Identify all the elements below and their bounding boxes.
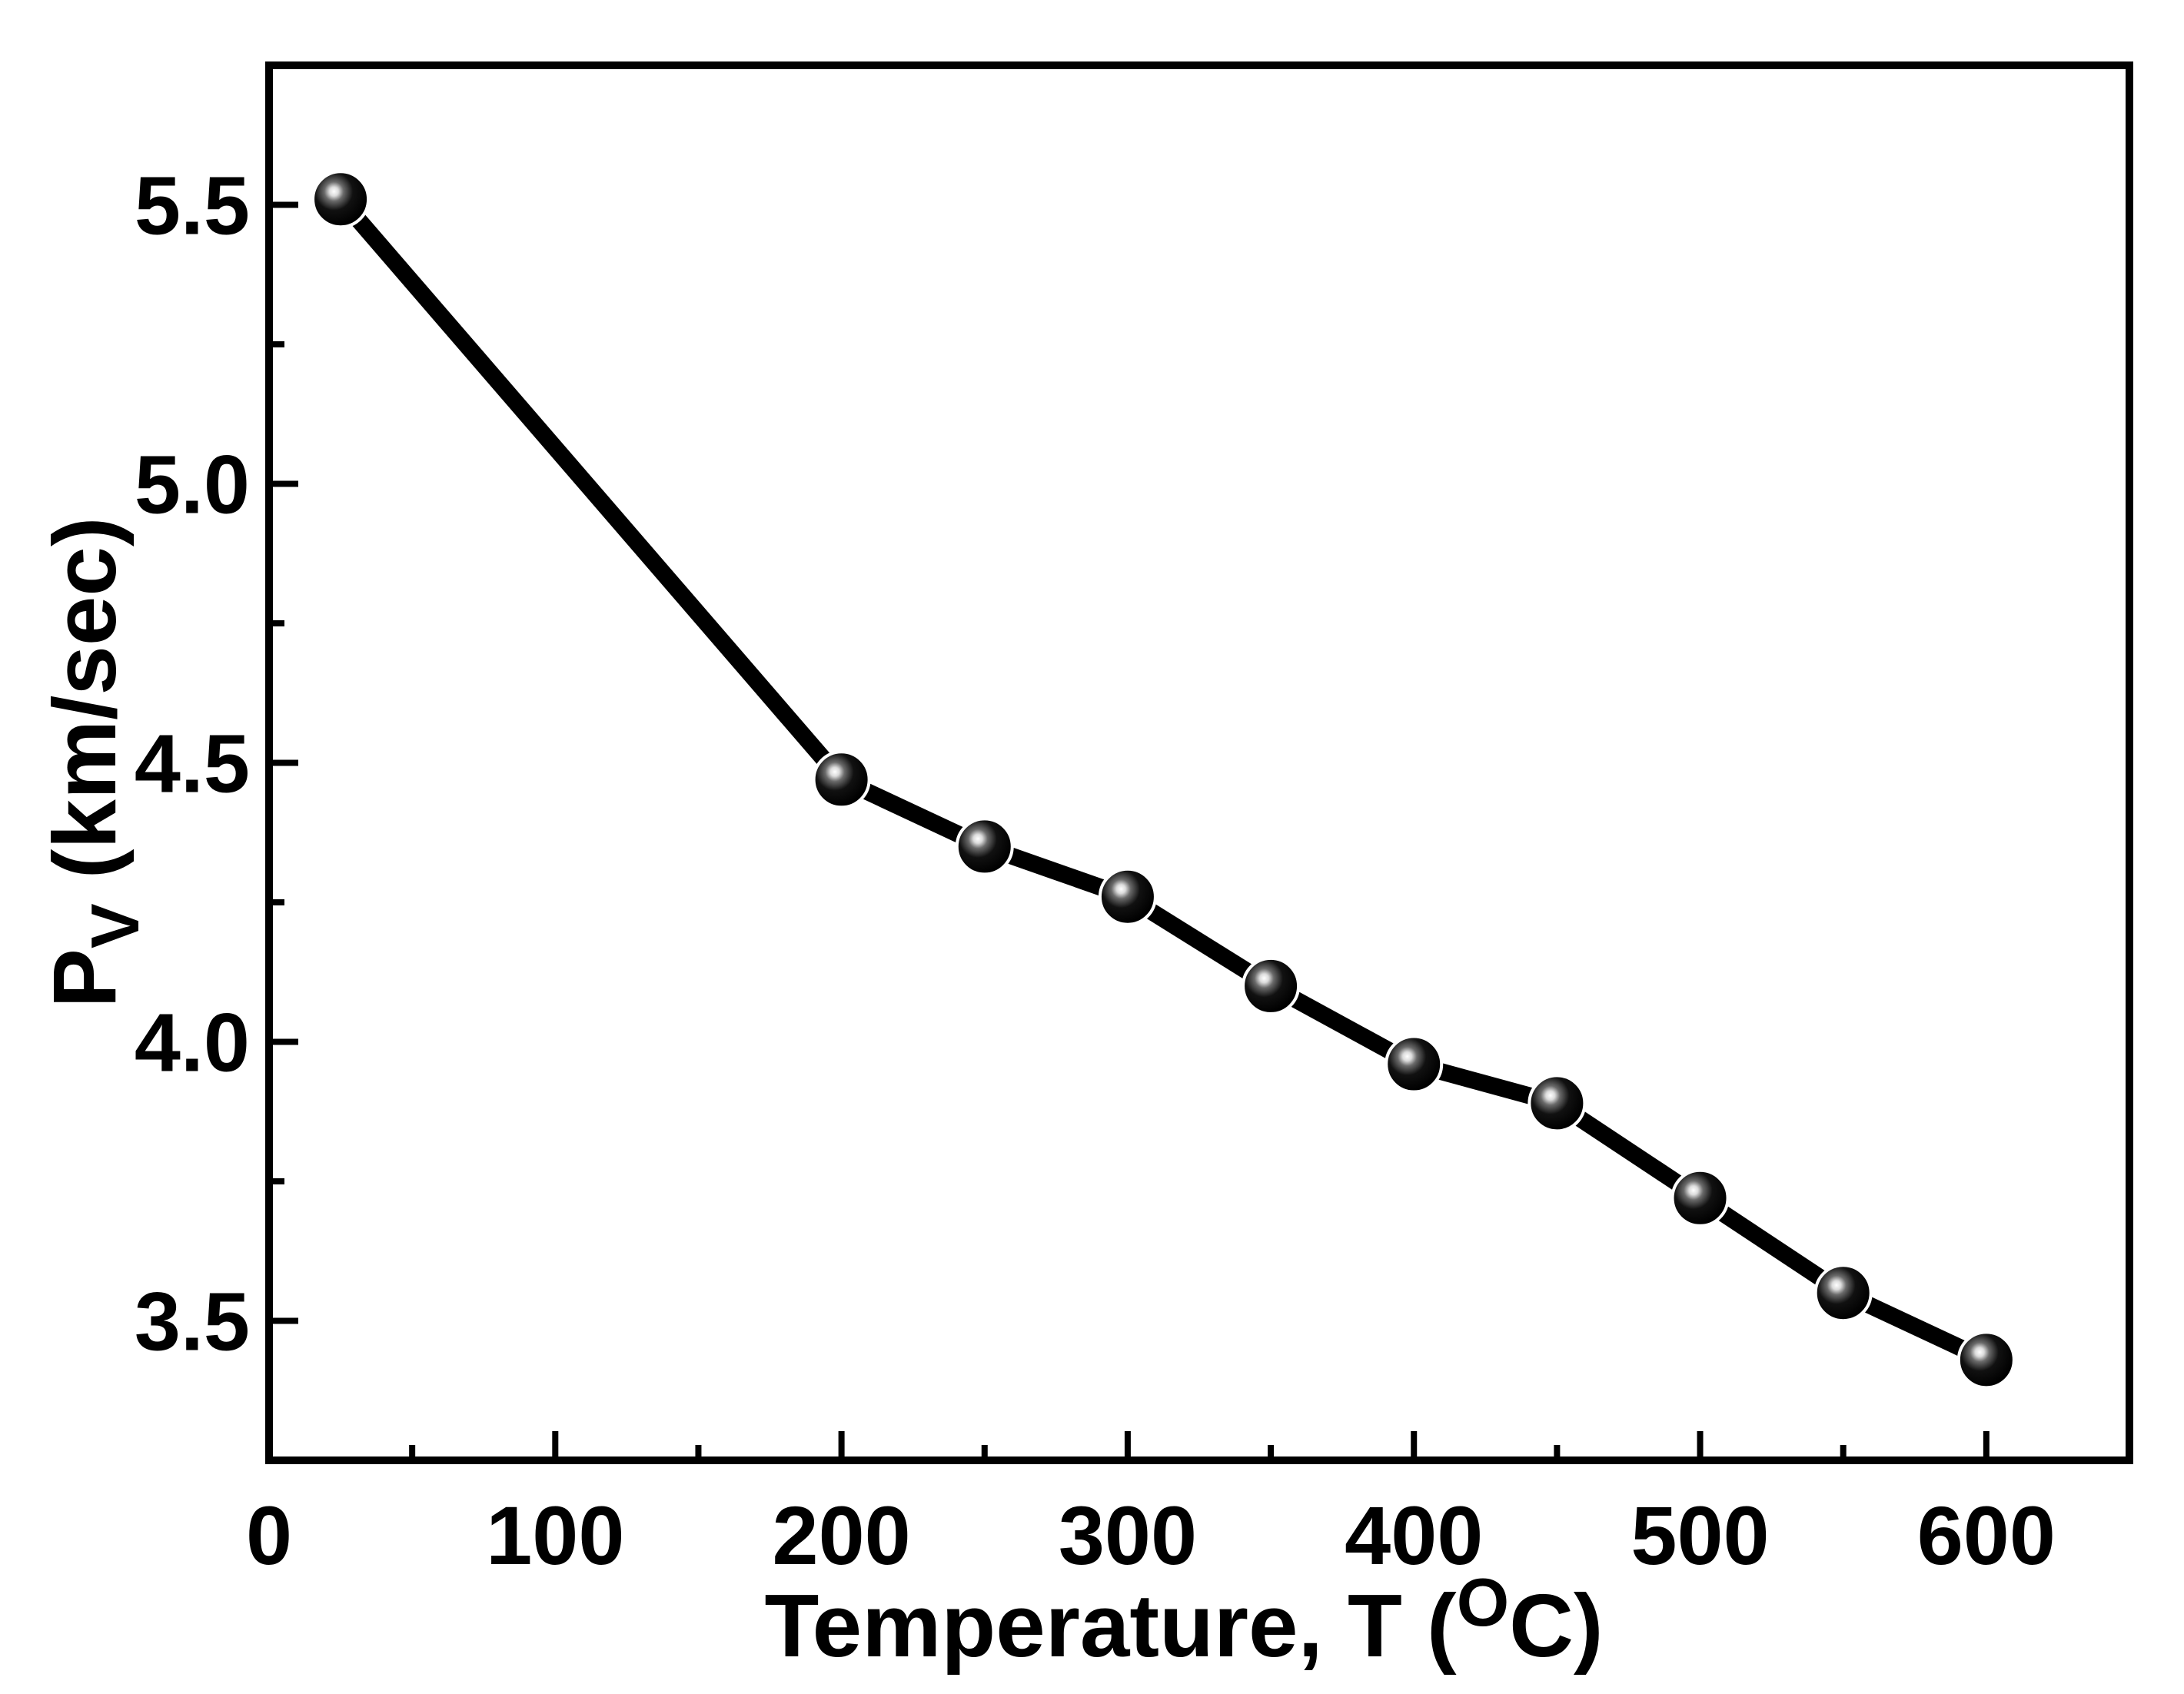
- x-tick-label: 500: [1631, 1489, 1769, 1582]
- series-line: [332, 191, 1995, 1369]
- x-axis-title-superscript: O: [1457, 1564, 1509, 1640]
- series-lines: [332, 191, 1995, 1369]
- data-point: [1527, 1074, 1587, 1133]
- x-tick-label: 400: [1345, 1489, 1483, 1582]
- data-point: [1385, 1035, 1444, 1094]
- y-axis-title-subscript: V: [77, 903, 153, 948]
- series-points: [311, 170, 2016, 1390]
- y-tick-label: 3.5: [135, 1275, 250, 1368]
- data-point: [955, 817, 1014, 876]
- y-axis-title-unit: (km/sec): [35, 517, 135, 904]
- x-axis-title-close: ): [1574, 1576, 1604, 1676]
- y-tick-label: 5.0: [135, 438, 250, 531]
- x-axis-ticks: [409, 1431, 1990, 1460]
- y-axis-ticks: [269, 201, 298, 1324]
- data-point: [1670, 1168, 1730, 1227]
- y-tick-label: 5.5: [135, 159, 250, 252]
- x-tick-label: 0: [246, 1489, 292, 1582]
- x-axis-tick-labels: 0 100 200 300 400 500 600: [246, 1489, 2056, 1582]
- x-axis-title-unit: C: [1509, 1576, 1574, 1676]
- y-tick-label: 4.5: [135, 717, 250, 810]
- x-tick-label: 300: [1059, 1489, 1197, 1582]
- y-axis-title-main: P: [35, 948, 135, 1008]
- x-tick-label: 600: [1917, 1489, 2056, 1582]
- data-point: [1242, 956, 1301, 1015]
- x-tick-label: 200: [773, 1489, 911, 1582]
- x-axis-title: Temperature, T (OC): [764, 1564, 1603, 1676]
- plot-area-frame: [265, 61, 2133, 1464]
- x-axis-title-main: Temperature, T (: [764, 1576, 1457, 1676]
- data-point: [1813, 1264, 1873, 1323]
- y-axis-title: PV (km/sec): [35, 517, 153, 1008]
- data-point: [1956, 1330, 2016, 1390]
- data-point: [812, 750, 871, 809]
- data-point: [311, 170, 371, 229]
- y-tick-label: 4.0: [135, 996, 250, 1089]
- x-tick-label: 100: [486, 1489, 624, 1582]
- data-point: [1098, 867, 1157, 926]
- y-axis-tick-labels: 3.5 4.0 4.5 5.0 5.5: [135, 159, 250, 1368]
